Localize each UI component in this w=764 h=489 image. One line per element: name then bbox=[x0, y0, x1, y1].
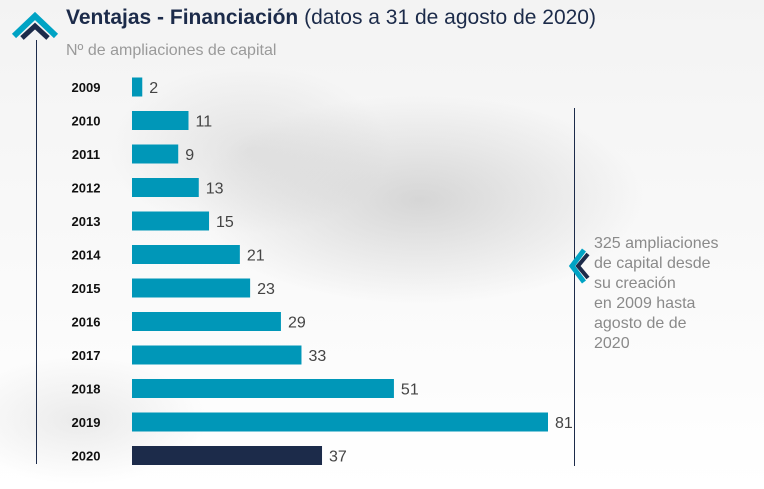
category-label: 2009 bbox=[72, 80, 101, 95]
category-label: 2015 bbox=[72, 281, 101, 296]
category-label: 2010 bbox=[72, 114, 101, 129]
bar-2009 bbox=[132, 77, 143, 97]
category-label: 2011 bbox=[72, 147, 100, 162]
summary-note: 325 ampliaciones de capital desde su cre… bbox=[594, 234, 754, 354]
note-line: en 2009 hasta bbox=[594, 295, 696, 312]
value-label: 21 bbox=[247, 248, 265, 265]
bar-2019 bbox=[132, 412, 548, 432]
chart-subtitle: Nº de ampliaciones de capital bbox=[66, 42, 277, 59]
page-title: Ventajas - Financiación (datos a 31 de a… bbox=[66, 6, 596, 30]
category-label: 2014 bbox=[72, 248, 102, 263]
category-label: 2013 bbox=[72, 214, 101, 229]
category-label: 2016 bbox=[72, 315, 101, 330]
note-line: 325 ampliaciones bbox=[594, 235, 719, 252]
category-label: 2018 bbox=[72, 382, 101, 397]
value-label: 11 bbox=[195, 114, 212, 131]
note-line: 2020 bbox=[594, 335, 630, 352]
value-label: 81 bbox=[555, 415, 573, 432]
bar-2020 bbox=[132, 446, 323, 465]
note-line: de capital desde bbox=[594, 255, 711, 272]
bar-2017 bbox=[132, 345, 302, 365]
title-bold: Ventajas - Financiación bbox=[66, 6, 299, 29]
bar-2011 bbox=[132, 144, 179, 164]
value-label: 15 bbox=[216, 214, 234, 231]
note-line: agosto de de bbox=[594, 315, 687, 332]
value-label: 9 bbox=[185, 147, 194, 164]
category-label: 2020 bbox=[72, 449, 101, 464]
value-label: 13 bbox=[206, 181, 224, 198]
bar-2014 bbox=[132, 245, 240, 264]
value-label: 33 bbox=[308, 348, 326, 365]
title-rest: (datos a 31 de agosto de 2020) bbox=[298, 6, 596, 29]
value-label: 2 bbox=[149, 80, 158, 97]
bar-2015 bbox=[132, 278, 251, 298]
left-divider bbox=[36, 40, 37, 464]
value-label: 23 bbox=[257, 281, 275, 298]
bar-2010 bbox=[132, 111, 189, 130]
value-label: 29 bbox=[288, 315, 306, 332]
bar-2012 bbox=[132, 178, 199, 197]
right-divider bbox=[574, 108, 575, 466]
category-label: 2019 bbox=[72, 415, 101, 430]
note-line: su creación bbox=[594, 275, 676, 292]
bar-2013 bbox=[132, 211, 210, 231]
bar-2018 bbox=[132, 379, 394, 398]
value-label: 51 bbox=[401, 382, 419, 399]
category-label: 2017 bbox=[72, 348, 101, 363]
bar-2016 bbox=[132, 312, 281, 331]
value-label: 37 bbox=[329, 449, 347, 466]
chevron-up-icon bbox=[12, 11, 58, 40]
chevron-left-icon bbox=[568, 248, 590, 284]
category-label: 2012 bbox=[72, 181, 101, 196]
